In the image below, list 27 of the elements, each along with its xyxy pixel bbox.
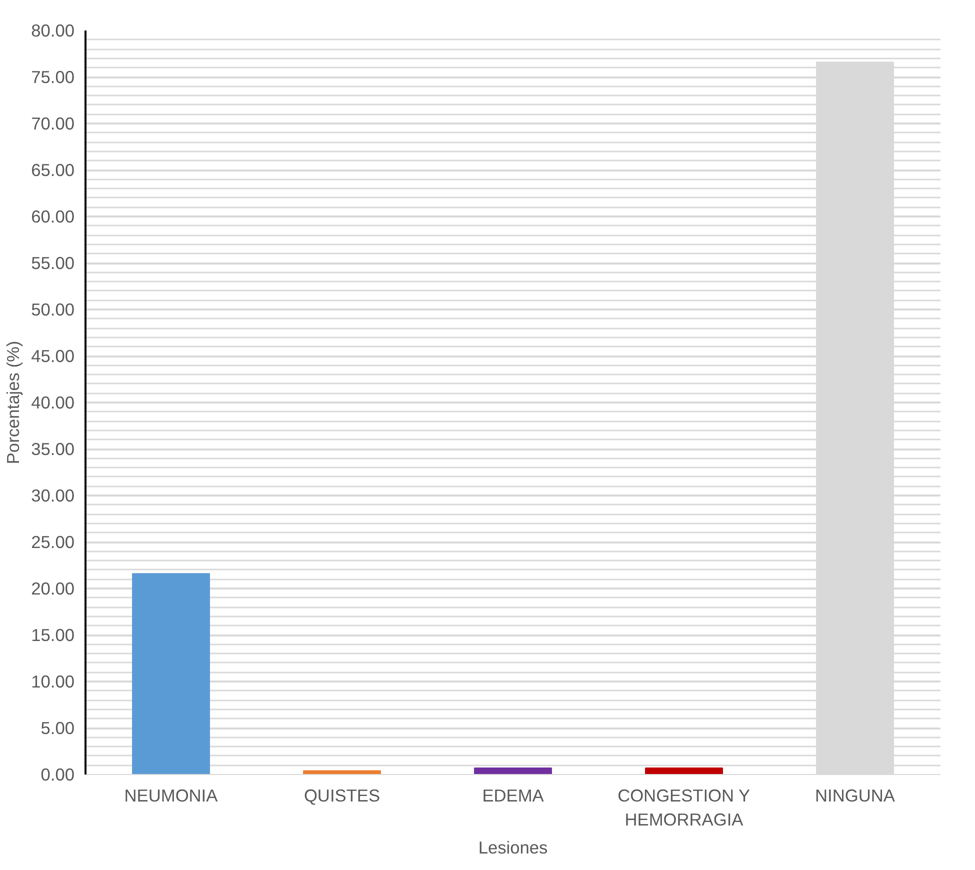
bar	[474, 767, 552, 774]
y-tick-label: 10.00	[31, 672, 75, 692]
x-tick-label: NINGUNA	[815, 786, 896, 806]
y-tick-label: 15.00	[31, 625, 75, 645]
y-tick-label: 40.00	[31, 392, 75, 412]
y-tick-label: 65.00	[31, 160, 75, 180]
x-axis-title: Lesiones	[478, 838, 548, 858]
y-tick-label: 75.00	[31, 67, 75, 87]
y-axis-title: Porcentajes (%)	[3, 340, 24, 464]
y-tick-label: 70.00	[31, 114, 75, 134]
y-tick-label: 0.00	[40, 764, 75, 784]
y-tick-label: 30.00	[31, 486, 75, 506]
x-tick-label: NEUMONIA	[124, 786, 218, 806]
y-tick-label: 35.00	[31, 439, 75, 459]
y-tick-label: 60.00	[31, 206, 75, 226]
y-tick-label: 20.00	[31, 578, 75, 598]
y-tick-label: 45.00	[31, 346, 75, 366]
bar	[645, 767, 723, 774]
y-tick-label: 80.00	[31, 20, 75, 40]
x-tick-label: QUISTES	[304, 786, 380, 806]
y-tick-label: 5.00	[40, 718, 75, 738]
x-tick-label: CONGESTION Y HEMORRAGIA	[618, 786, 751, 830]
y-tick-label: 25.00	[31, 532, 75, 552]
y-tick-label: 50.00	[31, 300, 75, 320]
bar	[132, 573, 210, 774]
y-tick-label: 55.00	[31, 253, 75, 273]
x-tick-label: EDEMA	[482, 786, 544, 806]
